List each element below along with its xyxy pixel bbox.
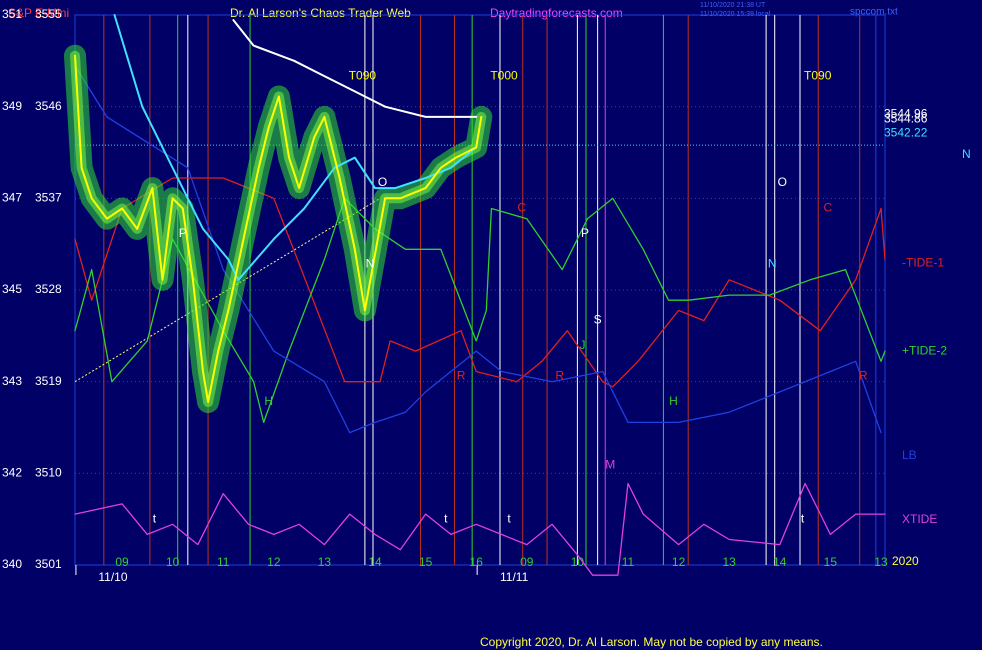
annotation: P [179, 226, 187, 240]
x-tick-label: 11 [217, 555, 230, 569]
annotation: C [517, 201, 526, 215]
annotation: R [859, 369, 868, 383]
annotation: H [264, 394, 273, 408]
annotation: T090 [804, 68, 832, 82]
legend-label: LB [902, 448, 917, 462]
file-name: spccom.txt [850, 7, 898, 18]
date-label: 11/11 [500, 570, 529, 584]
annotation: H [669, 394, 678, 408]
annotation: t [153, 511, 157, 525]
level-label: 3542.22 [884, 125, 928, 139]
y-tick-label: 3546 [35, 99, 62, 113]
marker: N [962, 147, 971, 161]
x-tick-label: 12 [267, 555, 281, 569]
annotation: J [579, 338, 585, 352]
annotation: O [378, 175, 387, 189]
annotation: t [507, 511, 511, 525]
x-tick-label: 12 [672, 555, 686, 569]
y2-tick-label: 345 [2, 282, 22, 296]
date-label: 11/10 [98, 570, 127, 584]
annotation: t [801, 511, 805, 525]
x-tick-label: 09 [520, 555, 534, 569]
x-tick-label: 09 [115, 555, 129, 569]
year-label: 2020 [892, 554, 919, 568]
x-tick-label: 13 [874, 555, 888, 569]
y2-tick-label: 347 [2, 191, 22, 205]
site: Daytradingforecasts.com [490, 6, 623, 20]
average-line [113, 14, 478, 281]
y-tick-label: 3528 [35, 282, 62, 296]
annotation: T090 [349, 68, 377, 82]
last-label: 3544.86 [884, 111, 928, 125]
x-tick-label: 14 [368, 555, 382, 569]
y-tick-label: 3501 [35, 557, 62, 571]
copyright: Copyright 2020, Dr. Al Larson. May not b… [480, 635, 823, 649]
annotation: R [457, 369, 466, 383]
annotation: t [444, 511, 448, 525]
legend-label: +TIDE-2 [902, 343, 947, 357]
x-tick-label: 16 [470, 555, 484, 569]
x-tick-label: 10 [166, 555, 180, 569]
x-tick-label: 15 [824, 555, 838, 569]
x-tick-label: 11 [622, 555, 635, 569]
timestamp: 11/10/2020 21:38 UT [700, 2, 766, 9]
y-tick-label: 3519 [35, 374, 62, 388]
annotation: C [823, 201, 832, 215]
chart-title: Dr. Al Larson's Chaos Trader Web [230, 6, 411, 20]
annotation: O [778, 175, 787, 189]
annotation: R [555, 369, 564, 383]
series-line [74, 482, 886, 576]
annotation: S [594, 313, 602, 327]
series-line [74, 177, 886, 388]
timestamp: 11/10/2020 15:38 local [700, 11, 771, 18]
y2-tick-label: 340 [2, 557, 22, 571]
annotation: P [581, 226, 589, 240]
x-tick-label: 14 [773, 555, 787, 569]
annotation: T000 [490, 68, 518, 82]
x-tick-label: 13 [722, 555, 736, 569]
price-line [74, 54, 483, 403]
average-line [232, 19, 478, 118]
y2-tick-label: 343 [2, 374, 22, 388]
x-tick-label: 13 [318, 555, 332, 569]
y2-tick-label: 349 [2, 99, 22, 113]
last-label: 3544.96 [884, 106, 928, 120]
y-tick-label: 3555 [35, 7, 62, 21]
y2-tick-label: 351 [2, 7, 22, 21]
annotation: M [605, 457, 615, 471]
annotation: N [366, 257, 375, 271]
y2-tick-label: 342 [2, 466, 22, 480]
annotation: N [768, 257, 777, 271]
series-line [74, 197, 886, 424]
y-tick-label: 3537 [35, 191, 62, 205]
instrument: S&P E-Mini [8, 6, 69, 20]
x-tick-label: 15 [419, 555, 433, 569]
y-tick-label: 3510 [35, 466, 62, 480]
legend-label: XTIDE [902, 512, 937, 526]
legend-label: -TIDE-1 [902, 256, 944, 270]
